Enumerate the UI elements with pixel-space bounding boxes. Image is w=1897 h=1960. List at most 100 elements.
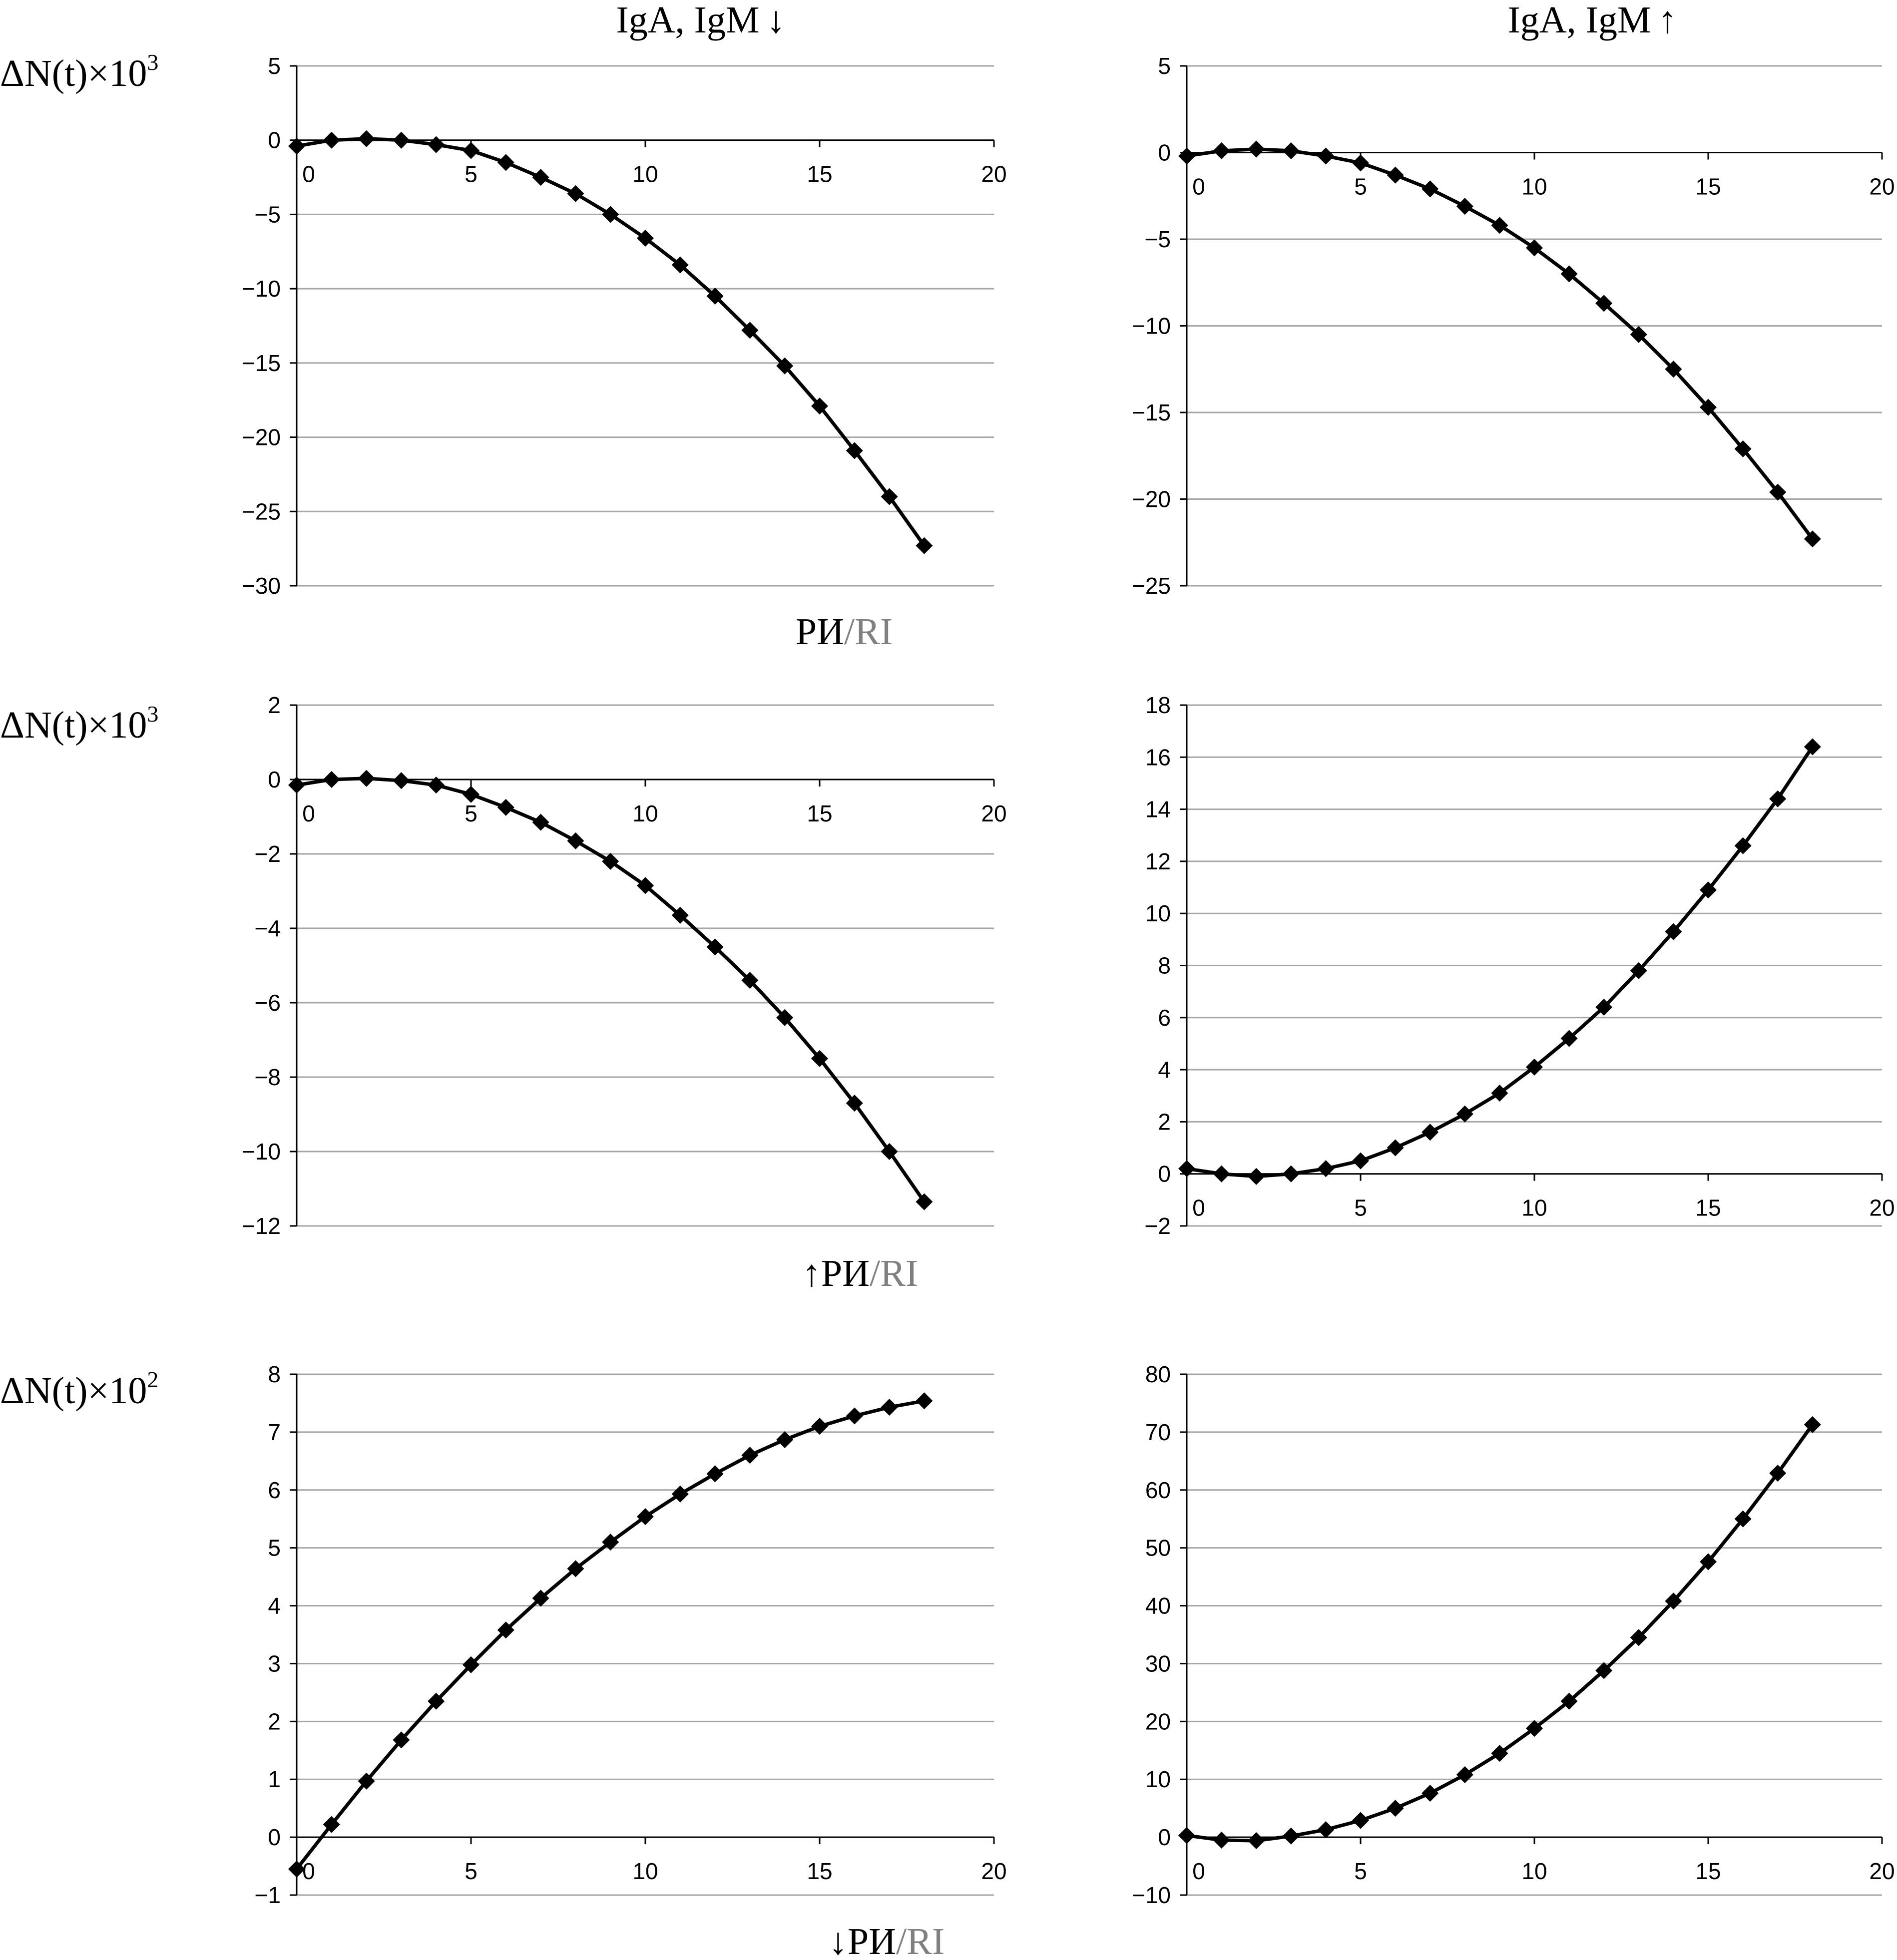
data-point — [1178, 1827, 1195, 1844]
x-tick-label: 15 — [807, 161, 832, 187]
data-point — [1422, 180, 1439, 198]
x-tick-label: 0 — [302, 161, 315, 187]
y-tick-label: 12 — [1145, 848, 1171, 874]
data-point — [428, 136, 445, 153]
data-point — [393, 1731, 410, 1749]
y-tick-label: −6 — [255, 990, 281, 1016]
y-tick-label: 16 — [1145, 744, 1171, 770]
y-tick-label: −2 — [255, 841, 281, 867]
x-tick-label: 15 — [1695, 1858, 1721, 1884]
y-tick-label: 6 — [268, 1477, 281, 1503]
chart-row2-left: 20−2−4−6−8−10−120 5 10 15 20 — [242, 692, 1007, 1239]
data-point — [706, 288, 724, 305]
y-tick-label: 4 — [268, 1593, 281, 1619]
data-point — [1804, 738, 1821, 756]
data-point — [741, 972, 759, 989]
data-point — [288, 777, 305, 794]
data-point — [1317, 1821, 1335, 1839]
y-tick-label: 0 — [1158, 1824, 1171, 1850]
data-point — [1630, 962, 1647, 979]
x-tick-label: 0 — [1192, 1195, 1205, 1221]
data-point — [1734, 1510, 1752, 1528]
data-point — [1282, 142, 1300, 160]
data-point — [706, 938, 724, 956]
data-point — [671, 1485, 689, 1503]
x-tick-label: 15 — [1695, 174, 1721, 200]
y-tick-label: −1 — [255, 1882, 281, 1908]
data-point — [741, 1447, 759, 1464]
data-point — [1630, 1629, 1647, 1646]
data-point — [1282, 1165, 1300, 1182]
data-point — [1248, 1168, 1265, 1185]
y-tick-label: 0 — [1158, 140, 1171, 166]
data-point — [637, 230, 654, 247]
data-point — [1700, 398, 1717, 416]
data-point — [846, 1407, 863, 1425]
data-point — [358, 770, 375, 787]
y-tick-label: 5 — [1158, 53, 1171, 79]
y-tick-label: 3 — [268, 1650, 281, 1676]
data-point — [1387, 1800, 1404, 1817]
y-tick-label: 20 — [1145, 1708, 1171, 1734]
data-point — [811, 1050, 828, 1067]
y-tick-label: 10 — [1145, 900, 1171, 926]
data-point — [323, 131, 340, 149]
data-point — [1213, 142, 1230, 160]
y-tick-label: −30 — [242, 573, 281, 599]
x-tick-label: 10 — [632, 1858, 658, 1884]
data-point — [1456, 1105, 1473, 1123]
row-label-1: ΔN(t)×103 — [0, 49, 158, 94]
y-tick-label: 7 — [268, 1419, 281, 1445]
data-point — [776, 357, 794, 375]
y-tick-label: 6 — [1158, 1005, 1171, 1031]
y-tick-label: 30 — [1145, 1650, 1171, 1676]
y-tick-label: −2 — [1145, 1213, 1171, 1239]
x-tick-label: 5 — [465, 800, 477, 826]
data-point — [358, 130, 375, 147]
series-line — [1186, 1423, 1814, 1843]
y-tick-label: −20 — [242, 424, 281, 450]
data-point — [776, 1431, 794, 1448]
y-tick-label: 14 — [1145, 796, 1171, 822]
y-tick-label: −10 — [242, 276, 281, 302]
data-point — [1282, 1827, 1300, 1845]
data-point — [358, 1772, 375, 1790]
chart-row3-right: 80 70 60 50 40 30 20 10 0 −10 0 5 10 15 20 — [1132, 1361, 1895, 1908]
data-point — [1734, 440, 1752, 457]
data-point — [1317, 147, 1335, 165]
data-point — [1595, 998, 1613, 1016]
y-tick-label: −5 — [1145, 226, 1171, 252]
data-point — [1422, 1785, 1439, 1802]
data-point — [1700, 881, 1717, 899]
data-point — [1769, 790, 1787, 807]
y-tick-label: −10 — [1132, 1882, 1171, 1908]
y-tick-label: −10 — [242, 1139, 281, 1165]
y-tick-label: 2 — [268, 1708, 281, 1734]
data-point — [1422, 1124, 1439, 1141]
data-point — [846, 1095, 863, 1112]
x-tick-label: 20 — [981, 800, 1006, 826]
y-tick-label: −25 — [242, 498, 281, 524]
y-tick-label: 5 — [268, 1535, 281, 1561]
data-point — [428, 1692, 445, 1710]
data-point — [1665, 361, 1682, 378]
y-tick-label: 0 — [268, 767, 281, 792]
x-tick-label: 10 — [1521, 1195, 1547, 1221]
data-point — [323, 1816, 340, 1833]
data-point — [532, 169, 549, 186]
data-point — [532, 813, 549, 831]
y-tick-label: 4 — [1158, 1057, 1171, 1083]
data-point — [288, 1860, 305, 1878]
series-line — [296, 777, 926, 1203]
x-tick-label: 15 — [807, 1858, 832, 1884]
data-point — [1804, 1416, 1821, 1433]
data-point — [1213, 1165, 1230, 1182]
data-point — [1595, 1662, 1613, 1679]
y-tick-label: 18 — [1145, 692, 1171, 718]
data-point — [497, 154, 514, 171]
y-tick-label: −15 — [242, 350, 281, 376]
data-point — [1352, 1812, 1369, 1829]
data-point — [393, 131, 410, 149]
chart-row1-left: 5 0 −5 −10 −15 −20 −25 −30 0 5 10 15 20 — [242, 53, 1007, 599]
